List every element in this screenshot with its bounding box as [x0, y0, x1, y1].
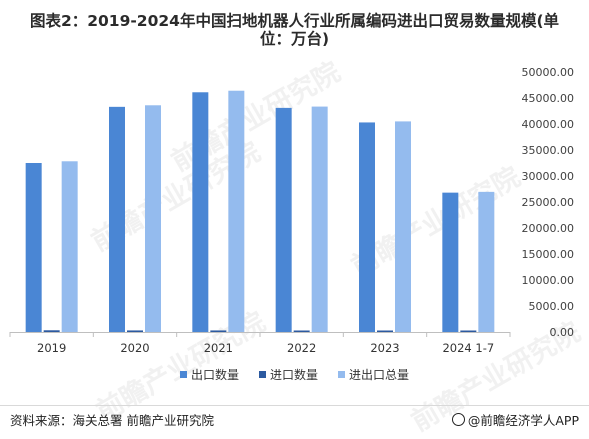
- y-tick-label: 30000.00: [522, 170, 575, 183]
- x-tick-label: 2024 1-7: [442, 341, 494, 355]
- bar-total-1: [145, 105, 161, 332]
- legend-item-import[interactable]: 进口数量: [258, 366, 318, 383]
- chart-legend: 出口数量 进口数量 进出口总量: [0, 366, 589, 383]
- bar-export-5: [442, 192, 459, 332]
- brand-logo-icon: [451, 413, 465, 426]
- bar-import-1: [127, 330, 143, 332]
- bar-export-2: [192, 92, 209, 332]
- legend-swatch-import: [258, 371, 266, 378]
- y-tick-label: 0.00: [550, 326, 575, 339]
- y-tick-label: 5000.00: [529, 300, 575, 313]
- bar-import-4: [377, 330, 393, 332]
- bar-import-0: [43, 330, 60, 332]
- bar-total-2: [228, 90, 245, 332]
- bar-total-5: [478, 191, 495, 332]
- y-tick-label: 45000.00: [522, 92, 575, 105]
- bar-total-3: [311, 106, 328, 332]
- bar-export-1: [109, 106, 125, 332]
- x-tick-label: 2023: [370, 341, 399, 355]
- legend-swatch-export: [179, 371, 187, 378]
- bar-import-3: [293, 330, 310, 332]
- y-tick-label: 25000.00: [522, 196, 575, 209]
- legend-item-total[interactable]: 进出口总量: [338, 366, 409, 383]
- bar-import-2: [210, 330, 227, 332]
- y-tick-label: 20000.00: [522, 222, 575, 235]
- chart-title: 图表2：2019-2024年中国扫地机器人行业所属编码进出口贸易数量规模(单 位…: [0, 12, 589, 48]
- legend-item-export[interactable]: 出口数量: [179, 366, 239, 383]
- x-tick-label: 2021: [204, 341, 233, 355]
- bar-total-4: [395, 121, 411, 333]
- bar-export-4: [359, 122, 375, 332]
- brand-mark: @前瞻经济学人APP: [451, 410, 579, 429]
- source-note: 资料来源：海关总署 前瞻产业研究院: [10, 413, 214, 428]
- legend-label-import: 进口数量: [269, 368, 318, 382]
- chart-title-line-1: 图表2：2019-2024年中国扫地机器人行业所属编码进出口贸易数量规模(单: [29, 12, 560, 30]
- legend-label-total: 进出口总量: [349, 368, 410, 382]
- y-tick-label: 50000.00: [522, 66, 575, 79]
- y-tick-label: 40000.00: [522, 118, 575, 131]
- bar-export-3: [275, 107, 292, 332]
- legend-label-export: 出口数量: [190, 368, 239, 382]
- y-tick-label: 10000.00: [522, 274, 575, 287]
- x-tick-label: 2019: [37, 341, 66, 355]
- legend-swatch-total: [338, 371, 345, 378]
- bar-import-5: [460, 330, 477, 332]
- chart-title-line-2: 位：万台): [259, 30, 330, 48]
- bar-total-0: [61, 161, 78, 332]
- brand-label: @前瞻经济学人APP: [467, 413, 579, 428]
- y-tick-label: 15000.00: [522, 248, 575, 261]
- footer-divider: [0, 405, 589, 406]
- y-tick-label: 35000.00: [522, 144, 575, 157]
- bar-export-0: [25, 163, 42, 332]
- x-tick-label: 2022: [287, 341, 316, 355]
- x-tick-label: 2020: [120, 341, 149, 355]
